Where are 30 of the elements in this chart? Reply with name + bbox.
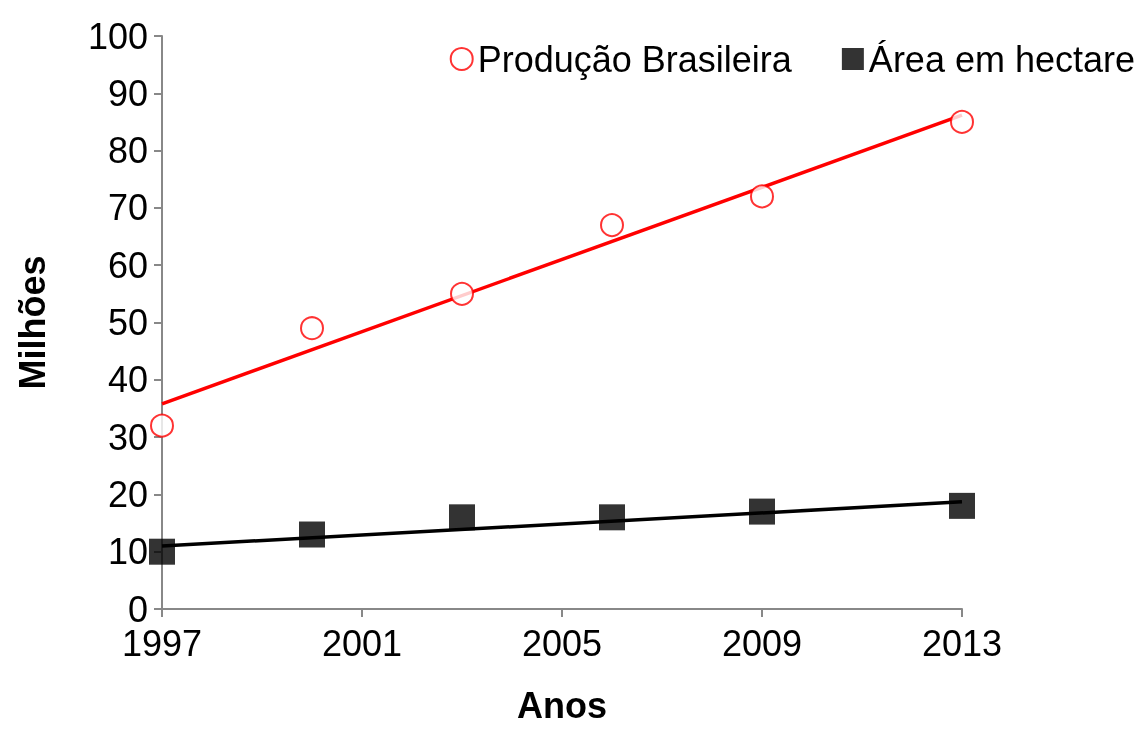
y-tick-label: 60 <box>107 244 148 286</box>
x-axis-title: Anos <box>517 684 607 726</box>
x-tick-label: 2005 <box>521 622 603 664</box>
point <box>449 504 475 531</box>
point <box>299 521 325 548</box>
y-tick-label: 20 <box>107 473 148 515</box>
point <box>300 316 324 341</box>
y-tick-label: 50 <box>107 302 148 343</box>
x-tick-label: 2013 <box>921 622 1003 664</box>
point <box>950 109 974 134</box>
y-tick-label: 80 <box>107 130 148 172</box>
x-tick-label: 2009 <box>721 622 803 664</box>
y-tick-label: 10 <box>107 531 148 573</box>
point <box>149 538 175 565</box>
point <box>749 498 775 525</box>
legend-label: Produção Brasileira <box>477 38 793 80</box>
y-tick-label: 100 <box>87 15 148 57</box>
y-tick-label: 90 <box>107 72 148 114</box>
y-tick-label: 40 <box>107 359 148 401</box>
point <box>949 492 975 519</box>
y-tick-label: 70 <box>107 187 148 229</box>
y-tick-label: 30 <box>107 416 148 458</box>
y-axis-title: Milhões <box>11 255 53 390</box>
point <box>450 281 474 306</box>
point <box>150 413 174 438</box>
legend-label: Área em hectare <box>868 38 1136 80</box>
point <box>599 504 625 531</box>
x-tick-label: 2001 <box>321 622 403 664</box>
point <box>750 184 774 209</box>
point <box>600 213 624 238</box>
